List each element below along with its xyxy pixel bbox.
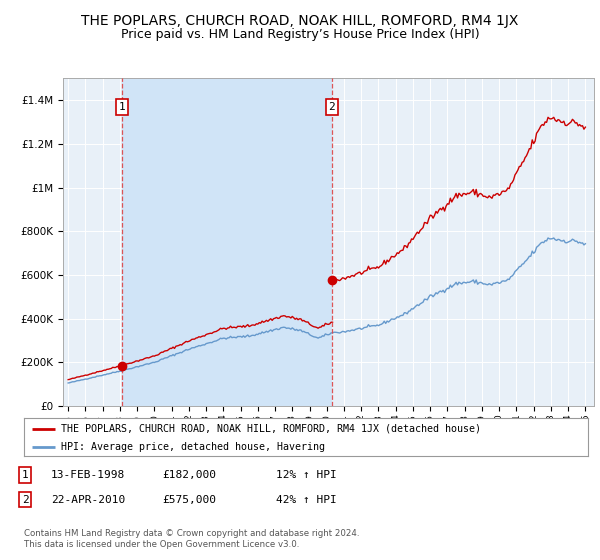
Bar	[122, 78, 332, 406]
Text: THE POPLARS, CHURCH ROAD, NOAK HILL, ROMFORD, RM4 1JX (detached house): THE POPLARS, CHURCH ROAD, NOAK HILL, ROM…	[61, 423, 481, 433]
Text: THE POPLARS, CHURCH ROAD, NOAK HILL, ROMFORD, RM4 1JX: THE POPLARS, CHURCH ROAD, NOAK HILL, ROM…	[82, 14, 518, 28]
Text: £182,000: £182,000	[162, 470, 216, 480]
Text: Contains HM Land Registry data © Crown copyright and database right 2024.
This d: Contains HM Land Registry data © Crown c…	[24, 529, 359, 549]
Text: HPI: Average price, detached house, Havering: HPI: Average price, detached house, Have…	[61, 442, 325, 452]
Text: 1: 1	[22, 470, 29, 480]
Text: Price paid vs. HM Land Registry’s House Price Index (HPI): Price paid vs. HM Land Registry’s House …	[121, 28, 479, 41]
Text: 13-FEB-1998: 13-FEB-1998	[51, 470, 125, 480]
Text: 1: 1	[119, 102, 125, 112]
Text: 2: 2	[22, 494, 29, 505]
Text: 42% ↑ HPI: 42% ↑ HPI	[276, 494, 337, 505]
Text: 12% ↑ HPI: 12% ↑ HPI	[276, 470, 337, 480]
Text: 2: 2	[329, 102, 335, 112]
Text: £575,000: £575,000	[162, 494, 216, 505]
Text: 22-APR-2010: 22-APR-2010	[51, 494, 125, 505]
